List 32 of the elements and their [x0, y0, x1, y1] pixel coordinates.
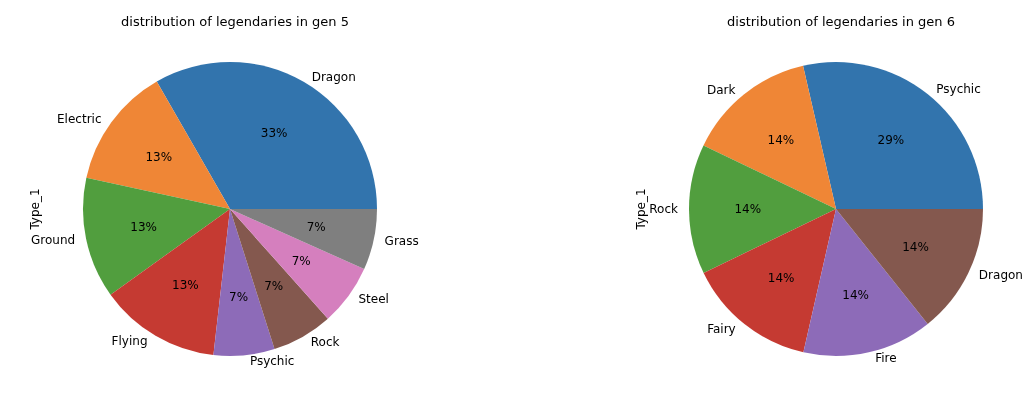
data-label: 14% — [842, 287, 870, 302]
slice-label: Dragon — [978, 268, 1022, 283]
slice-label: Dragon — [311, 69, 356, 84]
data-label: 14% — [902, 240, 929, 255]
slice-label: Steel — [358, 292, 389, 307]
data-label: 7% — [229, 289, 249, 304]
data-label: 14% — [767, 133, 795, 148]
chart-title: distribution of legendaries in gen 5 — [121, 14, 349, 29]
slice-label: Rock — [649, 202, 679, 217]
data-label: 7% — [291, 254, 311, 269]
data-label: 13% — [145, 149, 173, 164]
data-label: 33% — [260, 125, 288, 140]
slice-label: Ground — [31, 233, 76, 248]
slice-label: Psychic — [249, 354, 295, 369]
data-label: 7% — [264, 278, 284, 293]
text: Type_1 — [634, 188, 648, 231]
data-label: 29% — [877, 132, 905, 147]
slice-label: Psychic — [936, 82, 981, 97]
slice-label: Rock — [310, 334, 340, 349]
slice-label: Fairy — [707, 321, 736, 336]
slice-label: Flying — [111, 333, 148, 348]
data-label: 7% — [306, 220, 326, 235]
slice-label: Dark — [706, 82, 736, 97]
data-label: 14% — [767, 271, 795, 286]
data-label: 13% — [172, 278, 199, 293]
slice-label: Grass — [384, 233, 419, 248]
slice-label: Fire — [875, 351, 897, 366]
data-label: 14% — [734, 202, 762, 217]
slice-label: Electric — [57, 111, 102, 126]
chart-title: distribution of legendaries in gen 6 — [727, 14, 955, 29]
text: Type_1 — [28, 188, 42, 231]
data-label: 13% — [130, 219, 157, 234]
